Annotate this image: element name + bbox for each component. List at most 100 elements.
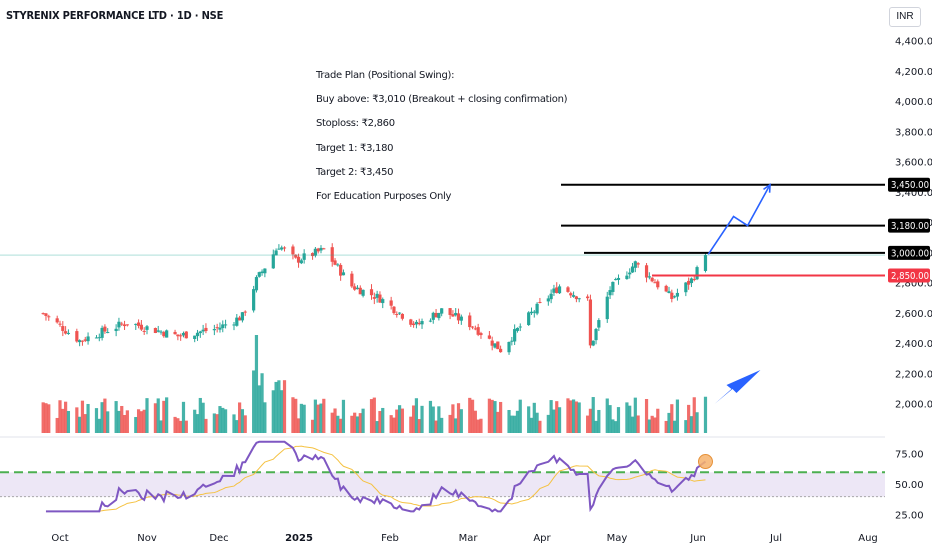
- candle-body: [240, 312, 245, 321]
- level-label: 3,180.00: [891, 221, 929, 232]
- rsi-line: [45, 440, 707, 513]
- candle-body: [176, 334, 180, 337]
- candle-body: [664, 285, 668, 292]
- candle-body: [125, 324, 129, 326]
- candle-body: [58, 323, 62, 325]
- candle-body: [510, 340, 514, 342]
- candle-body: [507, 341, 511, 353]
- volume-bar: [355, 416, 360, 433]
- candle-body: [136, 322, 141, 326]
- volume-bar: [515, 410, 520, 433]
- volume-bar: [633, 397, 637, 433]
- time-axis-tick: Oct: [51, 533, 68, 544]
- candle-body: [689, 278, 694, 284]
- candle-body: [120, 323, 124, 325]
- volume-bar: [302, 404, 306, 433]
- candle-body: [61, 326, 65, 331]
- time-axis-tick: Jul: [769, 533, 782, 544]
- volume-bar: [156, 398, 160, 433]
- volume-bar: [291, 397, 295, 433]
- candle-body: [198, 331, 202, 334]
- candle-body: [515, 327, 520, 331]
- volume-bar: [339, 418, 343, 433]
- volume-bar: [254, 335, 259, 433]
- volume-bar: [316, 404, 320, 433]
- volume-bar: [414, 398, 419, 433]
- volume-bar: [83, 414, 87, 433]
- volume-bar: [591, 397, 595, 433]
- volume-bar: [260, 373, 264, 433]
- volume-bar: [64, 401, 68, 433]
- candle-body: [591, 340, 595, 346]
- volume-bar: [375, 421, 379, 433]
- volume-bar: [280, 390, 284, 433]
- candle-body: [400, 313, 404, 319]
- candle-body: [339, 264, 343, 276]
- volume-bar: [122, 415, 127, 433]
- volume-bar: [114, 401, 118, 433]
- candle-body: [238, 317, 242, 321]
- volume-bar: [656, 408, 660, 433]
- volume-bar: [479, 418, 483, 433]
- volume-bar: [313, 399, 317, 433]
- trade-plan-annotation: Trade Plan (Positional Swing): Buy above…: [316, 70, 568, 215]
- candle-body: [434, 312, 438, 318]
- volume-bar: [577, 402, 581, 433]
- candle-body: [215, 327, 219, 329]
- volume-bar: [499, 401, 503, 433]
- volume-bar: [378, 411, 382, 433]
- time-axis-tick: Jun: [689, 533, 706, 544]
- candle-body: [532, 311, 536, 313]
- volume-bar: [159, 420, 163, 433]
- volume-bar: [106, 411, 110, 433]
- price-axis-tick: 4,200.00: [895, 67, 932, 78]
- candle-body: [614, 279, 618, 281]
- candle-body: [628, 272, 632, 275]
- candle-body: [271, 254, 275, 269]
- candle-body: [86, 336, 90, 342]
- volume-bar: [670, 404, 674, 433]
- volume-bar: [493, 401, 497, 433]
- candle-body: [353, 286, 357, 290]
- volume-bar: [588, 408, 593, 433]
- volume-bar: [417, 419, 421, 433]
- volume-bar: [611, 419, 615, 433]
- candle-body: [201, 329, 205, 332]
- candle-body: [538, 301, 542, 303]
- level-label: 2,850.00: [891, 271, 929, 282]
- volume-bar: [235, 420, 239, 433]
- candle-body: [571, 295, 576, 297]
- time-axis-tick: 2025: [285, 533, 313, 544]
- volume-bar: [223, 409, 228, 433]
- volume-bar: [628, 405, 632, 433]
- candle-body: [414, 321, 419, 325]
- volume-bar: [353, 412, 357, 433]
- candle-body: [97, 337, 101, 339]
- volume-bar: [86, 403, 90, 433]
- candle-body: [557, 286, 562, 294]
- volume-bar: [369, 399, 374, 433]
- volume-bar: [336, 415, 340, 433]
- annotation-line: Stoploss: ₹2,860: [316, 118, 395, 130]
- volume-bar: [614, 421, 618, 433]
- candle-body: [378, 294, 382, 303]
- candle-body: [369, 289, 374, 296]
- volume-bar: [274, 381, 278, 433]
- volume-bar: [94, 408, 99, 433]
- candle-body: [336, 264, 340, 266]
- volume-bar: [630, 416, 635, 433]
- candle-body: [341, 272, 346, 276]
- volume-bar: [44, 403, 48, 433]
- time-axis-tick: May: [607, 533, 628, 544]
- candle-body: [636, 263, 640, 265]
- candle-body: [440, 308, 444, 314]
- volume-bar: [145, 398, 149, 433]
- volume-bar: [117, 410, 121, 433]
- candle-body: [181, 332, 186, 336]
- volume-bar: [179, 420, 183, 433]
- volume-bar: [529, 417, 534, 433]
- volume-bar: [100, 402, 104, 433]
- volume-bar: [608, 405, 612, 433]
- currency-button[interactable]: INR: [889, 7, 921, 27]
